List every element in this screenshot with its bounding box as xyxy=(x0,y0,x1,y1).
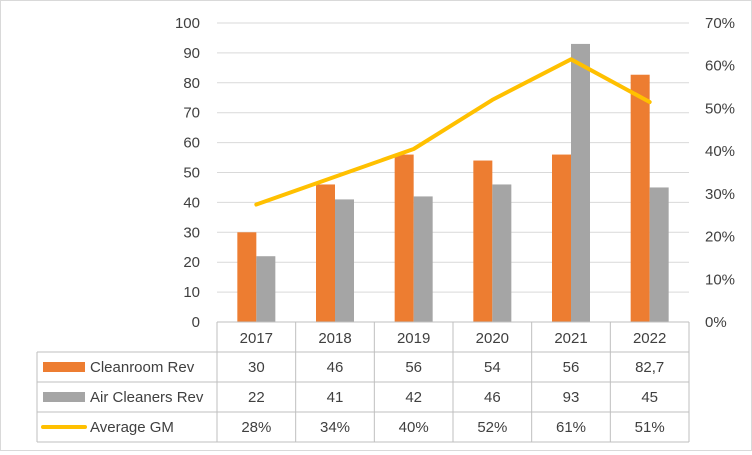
left-axis-tick-label: 0 xyxy=(192,314,200,331)
category-label: 2021 xyxy=(554,330,587,347)
table-value: 56 xyxy=(563,359,580,376)
bar-cleanroom-rev xyxy=(473,161,492,322)
bar-air-cleaners-rev xyxy=(571,44,590,322)
left-axis-tick-label: 50 xyxy=(183,165,200,182)
category-label: 2019 xyxy=(397,330,430,347)
bar-cleanroom-rev xyxy=(631,75,650,322)
left-axis-tick-label: 30 xyxy=(183,224,200,241)
table-value: 82,7 xyxy=(635,359,664,376)
right-axis-tick-label: 20% xyxy=(705,229,735,246)
table-value: 51% xyxy=(635,419,665,436)
bars xyxy=(237,44,668,322)
table-value: 42 xyxy=(405,389,422,406)
right-axis-tick-label: 10% xyxy=(705,271,735,288)
table-value: 46 xyxy=(484,389,501,406)
bar-air-cleaners-rev xyxy=(414,196,433,322)
table-value: 28% xyxy=(241,419,271,436)
category-label: 2018 xyxy=(318,330,351,347)
bar-air-cleaners-rev xyxy=(256,256,275,322)
table-value: 93 xyxy=(563,389,580,406)
right-axis-tick-label: 60% xyxy=(705,58,735,75)
legend-label: Air Cleaners Rev xyxy=(90,389,204,406)
left-axis-tick-label: 40 xyxy=(183,194,200,211)
gridlines xyxy=(217,23,689,292)
left-axis-tick-label: 100 xyxy=(175,15,200,32)
bar-cleanroom-rev xyxy=(237,232,256,322)
table-value: 41 xyxy=(327,389,344,406)
category-label: 2020 xyxy=(476,330,509,347)
bar-air-cleaners-rev xyxy=(650,187,669,322)
bar-cleanroom-rev xyxy=(395,155,414,322)
legend-key-cleanroom-rev xyxy=(43,362,85,372)
right-axis-tick-label: 50% xyxy=(705,100,735,117)
left-axis-tick-label: 60 xyxy=(183,135,200,152)
bar-air-cleaners-rev xyxy=(492,184,511,322)
line-series xyxy=(256,59,650,204)
category-label: 2022 xyxy=(633,330,666,347)
table-value: 61% xyxy=(556,419,586,436)
data-table: 2017 2018 2019 2020 2021 2022 Cleanroom Rev 30 4… xyxy=(37,322,689,442)
left-axis-tick-label: 10 xyxy=(183,284,200,301)
left-axis-tick-label: 90 xyxy=(183,45,200,62)
table-value: 52% xyxy=(477,419,507,436)
right-axis-tick-label: 30% xyxy=(705,186,735,203)
table-value: 46 xyxy=(327,359,344,376)
legend-label: Cleanroom Rev xyxy=(90,359,195,376)
bar-cleanroom-rev xyxy=(552,155,571,322)
line-average-gm xyxy=(256,59,649,204)
left-axis-tick-label: 80 xyxy=(183,75,200,92)
right-axis-tick-label: 40% xyxy=(705,143,735,160)
legend-key-air-cleaners-rev xyxy=(43,392,85,402)
bar-air-cleaners-rev xyxy=(335,199,354,322)
category-label: 2017 xyxy=(240,330,273,347)
table-value: 45 xyxy=(641,389,658,406)
table-value: 22 xyxy=(248,389,265,406)
right-axis-tick-label: 70% xyxy=(705,15,735,32)
table-value: 56 xyxy=(405,359,422,376)
table-value: 54 xyxy=(484,359,501,376)
left-axis-tick-label: 20 xyxy=(183,254,200,271)
bar-cleanroom-rev xyxy=(316,184,335,322)
table-value: 30 xyxy=(248,359,265,376)
table-value: 34% xyxy=(320,419,350,436)
table-value: 40% xyxy=(399,419,429,436)
right-axis-tick-label: 0% xyxy=(705,314,727,331)
legend-label: Average GM xyxy=(90,419,174,436)
left-axis-tick-label: 70 xyxy=(183,105,200,122)
